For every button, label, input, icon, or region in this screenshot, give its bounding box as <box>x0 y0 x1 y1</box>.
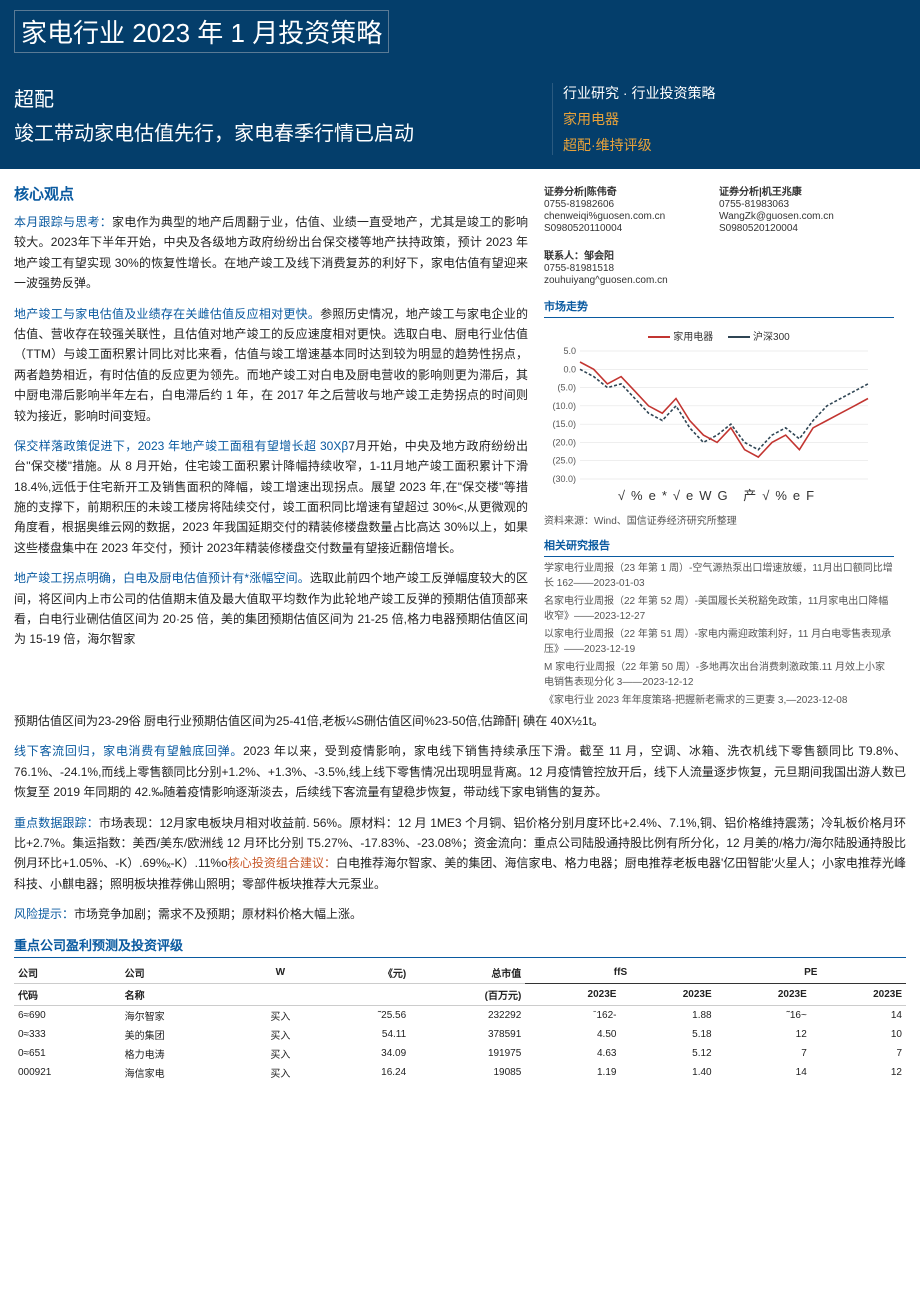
related-report-item: 以家电行业周报（22 年第 51 周）-家电内需迎政策利好，11 月白电零售表现… <box>544 627 894 657</box>
report-title: 家电行业 2023 年 1 月投资策略 <box>14 10 389 53</box>
col-rating: W <box>244 962 316 984</box>
market-trend-title: 市场走势 <box>544 298 894 318</box>
paragraph-1: 本月跟踪与思考：家电作为典型的地产后周翻亍业，估值、业绩一直受地产，尤其是竣工的… <box>14 212 528 294</box>
forecast-table: 公司 公司 W 《元) 总市值 ffS PE 代码 名称 (百万元) 2023E… <box>14 962 906 1082</box>
svg-text:(25.0): (25.0) <box>552 456 576 466</box>
analyst2-phone: 0755-81983063 <box>719 199 894 210</box>
analyst2-title: 证券分析|机王兆康 <box>719 183 894 198</box>
svg-text:(10.0): (10.0) <box>552 401 576 411</box>
paragraph-4: 地产竣工拐点明确，白电及厨电估值预计有*涨幅空间。选取此前四个地产竣工反弹幅度较… <box>14 568 528 650</box>
svg-text:0.0: 0.0 <box>563 364 576 374</box>
table-row: 0≈651格力电涛买入34.091919754.635.1277 <box>14 1044 906 1063</box>
core-view-title: 核心观点 <box>14 183 528 204</box>
related-report-item: 名家电行业周报（22 年第 52 周）-美国履长关税豁免政策，11月家电出口降幅… <box>544 594 894 624</box>
chart-source: 资料来源：Wind、国信证券经济研究所整理 <box>544 512 894 527</box>
col-eps-y2: 2023E <box>620 983 715 1005</box>
paragraph-2: 地产竣工与家电估值及业绩存在关雌估值反应相对更快。参照历史情况，地产竣工与家电企… <box>14 304 528 426</box>
p1-lead: 本月跟踪与思考： <box>14 215 112 229</box>
analyst1-cert: S0980520110004 <box>544 223 719 234</box>
svg-text:5.0: 5.0 <box>563 346 576 356</box>
forecast-title: 重点公司盈利预测及投资评级 <box>14 935 906 958</box>
paragraph-3: 保交样落政策促进下，2023 年地产竣工面租有望增长超 30Xβ7月开始，中央及… <box>14 436 528 558</box>
chart-container: 家用电器 沪深300 5.0 0.0 (5.0) (10.0) (15.0) (20.0)… <box>544 322 894 508</box>
col-company1: 公司 <box>14 962 121 984</box>
contact-block: 联系人：邹会阳 0755-81981518 zouhuiyang^guosen.… <box>544 247 894 286</box>
sidebar-column: 证券分析|陈伟奇 0755-81982606 证券分析|机王兆康 0755-81… <box>544 183 894 711</box>
p5-lead: 线下客流回归，家电消费有望触底回弹。 <box>14 744 243 758</box>
col-eps-y1: 2023E <box>525 983 620 1005</box>
contact-phone: 0755-81981518 <box>544 263 894 274</box>
p2-lead: 地产竣工与家电估值及业绩存在关雌估值反应相对更快。 <box>14 307 320 321</box>
table-row: 000921海信家电买入16.24190851.191.401412 <box>14 1063 906 1082</box>
legend-1: 家用电器 <box>673 332 713 343</box>
p3-lead: 保交样落政策促进下，2023 年地产竣工面租有望增长超 30Xβ <box>14 439 348 453</box>
body-columns: 核心观点 本月跟踪与思考：家电作为典型的地产后周翻亍业，估值、业绩一直受地产，尤… <box>0 169 920 711</box>
col-mcap-unit: (百万元) <box>410 983 525 1005</box>
analyst1-title: 证券分析|陈伟奇 <box>544 183 719 198</box>
table-row: 6≈690海尔智家买入˜25.56232292ˉ162-1.88˜16~14 <box>14 1005 906 1025</box>
col-price: 《元) <box>316 962 410 984</box>
legend-2: 沪深300 <box>753 332 790 343</box>
paragraph-4b: 预期估值区间为23-29俗 厨电行业预期估值区间为25-41倍,老板¼S硎估值区… <box>14 711 906 731</box>
analyst1-email: chenweiqi%guosen.com.cn <box>544 211 719 222</box>
analyst2-email: WangZk@guosen.com.cn <box>719 211 894 222</box>
p6-lead2: 核心投资组合建议： <box>228 856 336 870</box>
chart-xaxis: √%e*√eWG 产√%eF <box>544 485 894 504</box>
analyst1-phone: 0755-81982606 <box>544 199 719 210</box>
related-report-item: 学家电行业周报（23 年第 1 周）-空气源热泵出口增速放缓，11月出口额同比增… <box>544 561 894 591</box>
contact-title: 联系人：邹会阳 <box>544 247 894 262</box>
svg-text:(5.0): (5.0) <box>557 383 576 393</box>
category-line-3: 超配·维持评级 <box>563 135 892 155</box>
p2-body: 参照历史情况，地产竣工与家电企业的估值、营收存在较强关联性，且估值对地产竣工的反… <box>14 307 528 423</box>
paragraph-7: 风险提示：市场竞争加剧；需求不及预期；原材料价格大幅上涨。 <box>14 904 906 924</box>
p3-body: 7月开始，中央及地方政府纷纷出台"保交楼"措施。从 8 月开始，住宅竣工面积累计… <box>14 439 528 555</box>
paragraph-5: 线下客流回归，家电消费有望触底回弹。2023 年以来，受到疫情影响，家电线下销售… <box>14 741 906 802</box>
svg-text:(30.0): (30.0) <box>552 474 576 484</box>
p4-lead: 地产竣工拐点明确，白电及厨电估值预计有*涨幅空间。 <box>14 571 310 585</box>
category-line-2: 家用电器 <box>563 109 892 129</box>
p7-body: 市场竞争加剧；需求不及预期；原材料价格大幅上涨。 <box>74 907 362 921</box>
header-block: 家电行业 2023 年 1 月投资策略 超配 竣工带动家电估值先行，家电春季行情… <box>0 0 920 169</box>
col-name: 名称 <box>121 983 245 1005</box>
p4b-body: 预期估值区间为23-29俗 厨电行业预期估值区间为25-41倍,老板¼S硎估值区… <box>14 714 604 728</box>
svg-text:(20.0): (20.0) <box>552 437 576 447</box>
related-reports-list: 学家电行业周报（23 年第 1 周）-空气源热泵出口增速放缓，11月出口额同比增… <box>544 561 894 708</box>
report-subtitle: 竣工带动家电估值先行，家电春季行情已启动 <box>14 120 552 148</box>
related-report-item: M 家电行业周报（22 年第 50 周）-多地再次出台消费刺激政策.11 月效上… <box>544 660 894 690</box>
related-reports-title: 相关研究报告 <box>544 537 894 557</box>
col-code: 代码 <box>14 983 121 1005</box>
rating-label: 超配 <box>14 83 552 112</box>
p6-lead: 重点数据跟踪： <box>14 816 99 830</box>
svg-text:(15.0): (15.0) <box>552 419 576 429</box>
contact-email: zouhuiyang^guosen.com.cn <box>544 275 894 286</box>
table-row: 0≈333美的集团买入54.113785914.505.181210 <box>14 1025 906 1044</box>
main-column: 核心观点 本月跟踪与思考：家电作为典型的地产后周翻亍业，估值、业绩一直受地产，尤… <box>14 183 544 711</box>
col-pe-y2: 2023E <box>811 983 906 1005</box>
p7-lead: 风险提示： <box>14 907 74 921</box>
trend-chart: 5.0 0.0 (5.0) (10.0) (15.0) (20.0) (25.0) (30.0… <box>544 345 874 485</box>
paragraph-6: 重点数据跟踪：市场表现：12月家电板块月相对收益前. 56%。原材料：12 月 … <box>14 813 906 895</box>
category-line-1: 行业研究 · 行业投资策略 <box>563 83 892 103</box>
chart-legend: 家用电器 沪深300 <box>544 328 894 343</box>
analyst-block: 证券分析|陈伟奇 0755-81982606 证券分析|机王兆康 0755-81… <box>544 183 894 235</box>
col-pe-y1: 2023E <box>716 983 811 1005</box>
col-company2: 公司 <box>121 962 245 984</box>
analyst2-cert: S0980520120004 <box>719 223 894 234</box>
col-mcap: 总市值 <box>410 962 525 984</box>
related-report-item: 《家电行业 2023 年年度策珞-把握新老需求的三更妻 3,—2023-12-0… <box>544 693 894 708</box>
col-pe-group: PE <box>716 962 906 984</box>
col-eps-group: ffS <box>525 962 715 984</box>
page: 家电行业 2023 年 1 月投资策略 超配 竣工带动家电估值先行，家电春季行情… <box>0 0 920 1082</box>
